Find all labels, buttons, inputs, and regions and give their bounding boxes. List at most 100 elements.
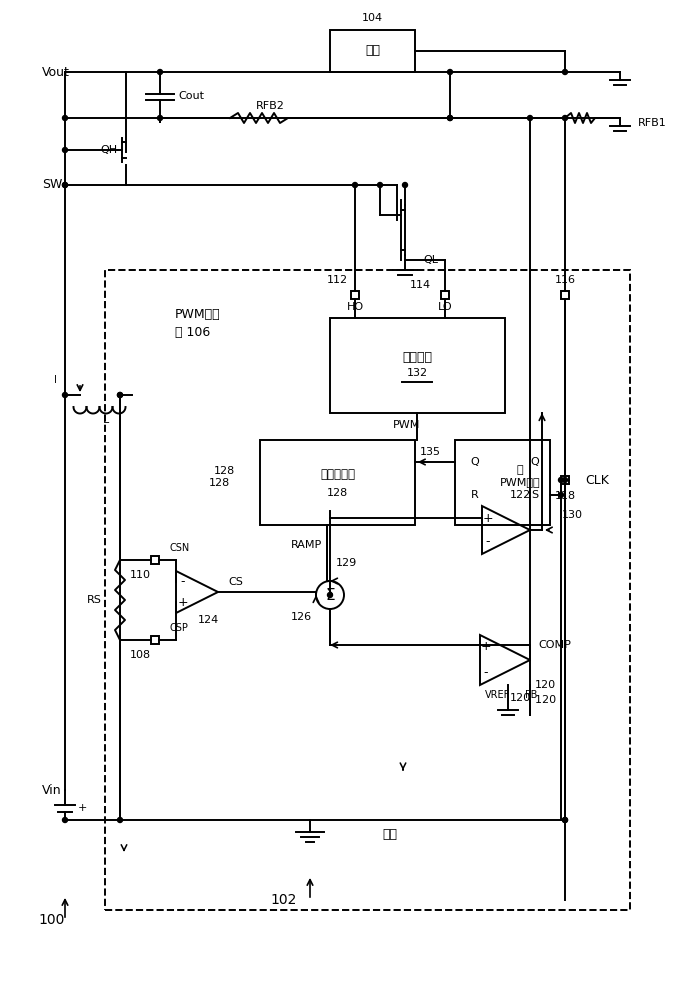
Text: S: S — [531, 490, 539, 500]
FancyBboxPatch shape — [441, 291, 449, 299]
Text: QL: QL — [423, 255, 438, 265]
Circle shape — [118, 392, 123, 397]
Text: PWM: PWM — [393, 420, 420, 430]
Text: 124: 124 — [198, 615, 219, 625]
Text: LO: LO — [438, 302, 452, 312]
Text: RAMP: RAMP — [291, 540, 322, 550]
Circle shape — [353, 182, 357, 188]
Text: 135: 135 — [420, 447, 441, 457]
Text: 切换控制: 切换控制 — [403, 351, 433, 364]
Text: CSP: CSP — [170, 623, 189, 633]
Text: Vout: Vout — [42, 66, 70, 79]
FancyBboxPatch shape — [330, 30, 415, 72]
Text: 器: 器 — [517, 465, 523, 475]
Text: 接地: 接地 — [383, 828, 397, 842]
Circle shape — [447, 115, 452, 120]
FancyBboxPatch shape — [151, 556, 159, 564]
Circle shape — [328, 592, 332, 597]
Text: Q: Q — [531, 457, 540, 467]
Circle shape — [559, 478, 563, 483]
Text: -: - — [181, 576, 185, 588]
Text: 129: 129 — [336, 558, 357, 568]
Circle shape — [559, 492, 563, 497]
Text: -: - — [484, 666, 488, 680]
Text: +: + — [481, 641, 492, 654]
FancyBboxPatch shape — [561, 476, 569, 484]
Text: +: + — [483, 512, 494, 524]
Text: 110: 110 — [129, 570, 150, 580]
Circle shape — [378, 182, 383, 188]
Text: 102: 102 — [270, 893, 297, 907]
Circle shape — [563, 115, 567, 120]
Text: 108: 108 — [129, 650, 150, 660]
Text: 118: 118 — [554, 491, 575, 501]
FancyBboxPatch shape — [561, 291, 569, 299]
Circle shape — [62, 182, 68, 188]
Circle shape — [62, 818, 68, 822]
Text: 120: 120 — [509, 693, 531, 703]
Text: FB: FB — [525, 690, 538, 700]
Circle shape — [62, 392, 68, 397]
Text: VREF: VREF — [485, 690, 510, 700]
Text: 114: 114 — [410, 280, 431, 290]
Text: 120: 120 — [535, 695, 563, 705]
Text: +: + — [78, 803, 87, 813]
Text: 116: 116 — [554, 275, 575, 285]
FancyBboxPatch shape — [330, 318, 505, 413]
Circle shape — [62, 115, 68, 120]
Text: 100: 100 — [38, 913, 64, 927]
Text: RFB2: RFB2 — [255, 101, 284, 111]
Text: 126: 126 — [291, 612, 312, 622]
Text: RFB1: RFB1 — [638, 118, 667, 128]
Text: CSN: CSN — [170, 543, 190, 553]
Text: 自适应补偿: 自适应补偿 — [320, 468, 355, 481]
Text: 负载: 负载 — [365, 44, 380, 57]
Text: 128: 128 — [327, 488, 348, 497]
Text: -: - — [486, 536, 490, 548]
Text: 112: 112 — [327, 275, 348, 285]
Text: L: L — [103, 415, 109, 425]
Text: CS: CS — [228, 577, 243, 587]
Text: I: I — [53, 375, 56, 385]
Text: Vin: Vin — [42, 784, 62, 796]
Text: PWM比较: PWM比较 — [500, 477, 540, 487]
Circle shape — [158, 70, 162, 75]
Text: R: R — [471, 490, 479, 500]
Circle shape — [563, 478, 567, 483]
Text: QH: QH — [100, 145, 117, 155]
Circle shape — [118, 818, 123, 822]
Circle shape — [62, 182, 68, 188]
Text: 128: 128 — [214, 466, 235, 476]
Text: +: + — [177, 595, 188, 608]
FancyBboxPatch shape — [351, 291, 359, 299]
Text: PWM控制: PWM控制 — [175, 308, 221, 322]
Text: 器 106: 器 106 — [175, 326, 211, 338]
Circle shape — [563, 818, 567, 822]
Text: 122: 122 — [509, 490, 531, 500]
Circle shape — [447, 115, 452, 120]
Circle shape — [563, 818, 567, 822]
Circle shape — [527, 115, 533, 120]
Text: 130: 130 — [562, 510, 583, 520]
Text: 104: 104 — [362, 13, 383, 23]
Text: COMP: COMP — [538, 640, 571, 650]
FancyBboxPatch shape — [455, 440, 550, 525]
Text: CLK: CLK — [585, 474, 609, 487]
Circle shape — [118, 392, 123, 397]
Circle shape — [403, 182, 408, 188]
Circle shape — [158, 115, 162, 120]
Text: RS: RS — [87, 595, 102, 605]
Text: Σ: Σ — [325, 587, 335, 602]
Text: 120: 120 — [535, 680, 556, 690]
Text: 132: 132 — [407, 368, 428, 378]
FancyBboxPatch shape — [151, 636, 159, 644]
Text: HO: HO — [347, 302, 364, 312]
Circle shape — [62, 147, 68, 152]
Text: SW: SW — [42, 178, 62, 192]
Circle shape — [563, 70, 567, 75]
Text: Cout: Cout — [178, 91, 204, 101]
FancyBboxPatch shape — [260, 440, 415, 525]
Circle shape — [447, 70, 452, 75]
Text: Q: Q — [471, 457, 479, 467]
Text: 128: 128 — [209, 478, 230, 488]
